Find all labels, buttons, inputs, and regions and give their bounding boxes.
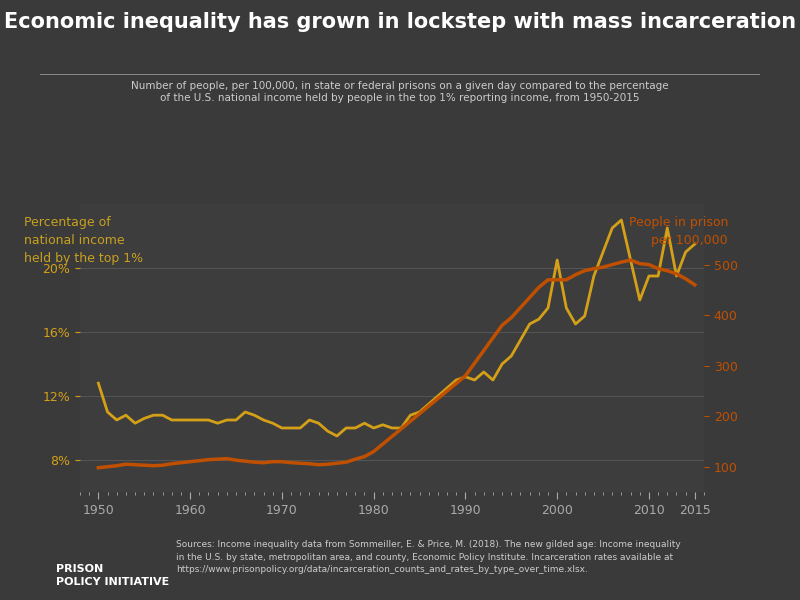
- Text: Economic inequality has grown in lockstep with mass incarceration: Economic inequality has grown in lockste…: [4, 12, 796, 32]
- Text: PRISON
POLICY INITIATIVE: PRISON POLICY INITIATIVE: [56, 564, 170, 587]
- Text: Sources: Income inequality data from Sommeiller, E. & Price, M. (2018). The new : Sources: Income inequality data from Som…: [176, 540, 681, 574]
- Text: of the U.S. national income held by people in the top 1% reporting income, from : of the U.S. national income held by peop…: [160, 93, 640, 103]
- Text: Number of people, per 100,000, in state or federal prisons on a given day compar: Number of people, per 100,000, in state …: [131, 81, 669, 91]
- Text: People in prison
per 100,000: People in prison per 100,000: [629, 216, 728, 247]
- Text: Percentage of
national income
held by the top 1%: Percentage of national income held by th…: [24, 216, 143, 265]
